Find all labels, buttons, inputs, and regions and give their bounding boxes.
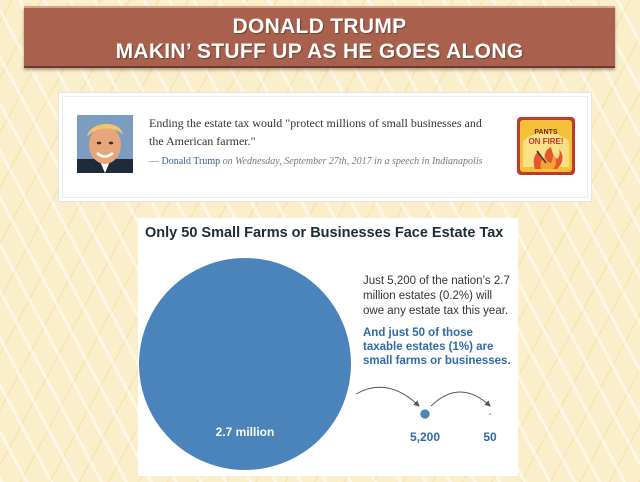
circle-1 — [420, 409, 430, 419]
attribution-dash: — — [149, 156, 162, 167]
circle-label-0: 2.7 million — [216, 425, 275, 439]
circle-2 — [489, 413, 491, 415]
meter-label-line1: PANTS — [534, 129, 558, 136]
attribution-context: on Wednesday, September 27th, 2017 in a … — [220, 156, 483, 167]
speaker-photo-graphic — [77, 115, 133, 173]
speaker-link[interactable]: Donald Trump — [161, 156, 221, 167]
meter-label-line2: ON FIRE! — [528, 137, 563, 146]
circle-label-1: 5,200 — [410, 430, 440, 444]
chart-title: Only 50 Small Farms or Businesses Face E… — [145, 225, 504, 241]
chart-canvas: 2.7 million 5,200 50 — [139, 258, 497, 470]
speaker-photo — [77, 115, 133, 173]
quote-card: Ending the estate tax would "protect mil… — [58, 92, 592, 202]
quote-attribution: — Donald Trump on Wednesday, September 2… — [149, 154, 489, 170]
circle-0 — [139, 258, 351, 470]
quote-text: Ending the estate tax would "protect mil… — [149, 116, 482, 148]
title-banner: DONALD TRUMP MAKIN’ STUFF UP AS HE GOES … — [24, 6, 615, 68]
chart-description: Just 5,200 of the nation’s 2.7 million e… — [363, 275, 510, 317]
quote-card-inner: Ending the estate tax would "protect mil… — [62, 96, 588, 198]
arrow-0 — [355, 386, 420, 407]
circle-label-2: 50 — [483, 430, 497, 444]
truth-o-meter-icon: PANTS ON FIRE! — [517, 117, 575, 175]
chart-highlight: And just 50 of those taxable estates (1%… — [363, 327, 511, 367]
banner-title-line1: DONALD TRUMP — [232, 15, 407, 38]
arrow-1 — [430, 391, 491, 407]
chart-panel: Only 50 Small Farms or Businesses Face E… — [138, 218, 518, 476]
banner-title-line2: MAKIN’ STUFF UP AS HE GOES ALONG — [115, 40, 524, 63]
